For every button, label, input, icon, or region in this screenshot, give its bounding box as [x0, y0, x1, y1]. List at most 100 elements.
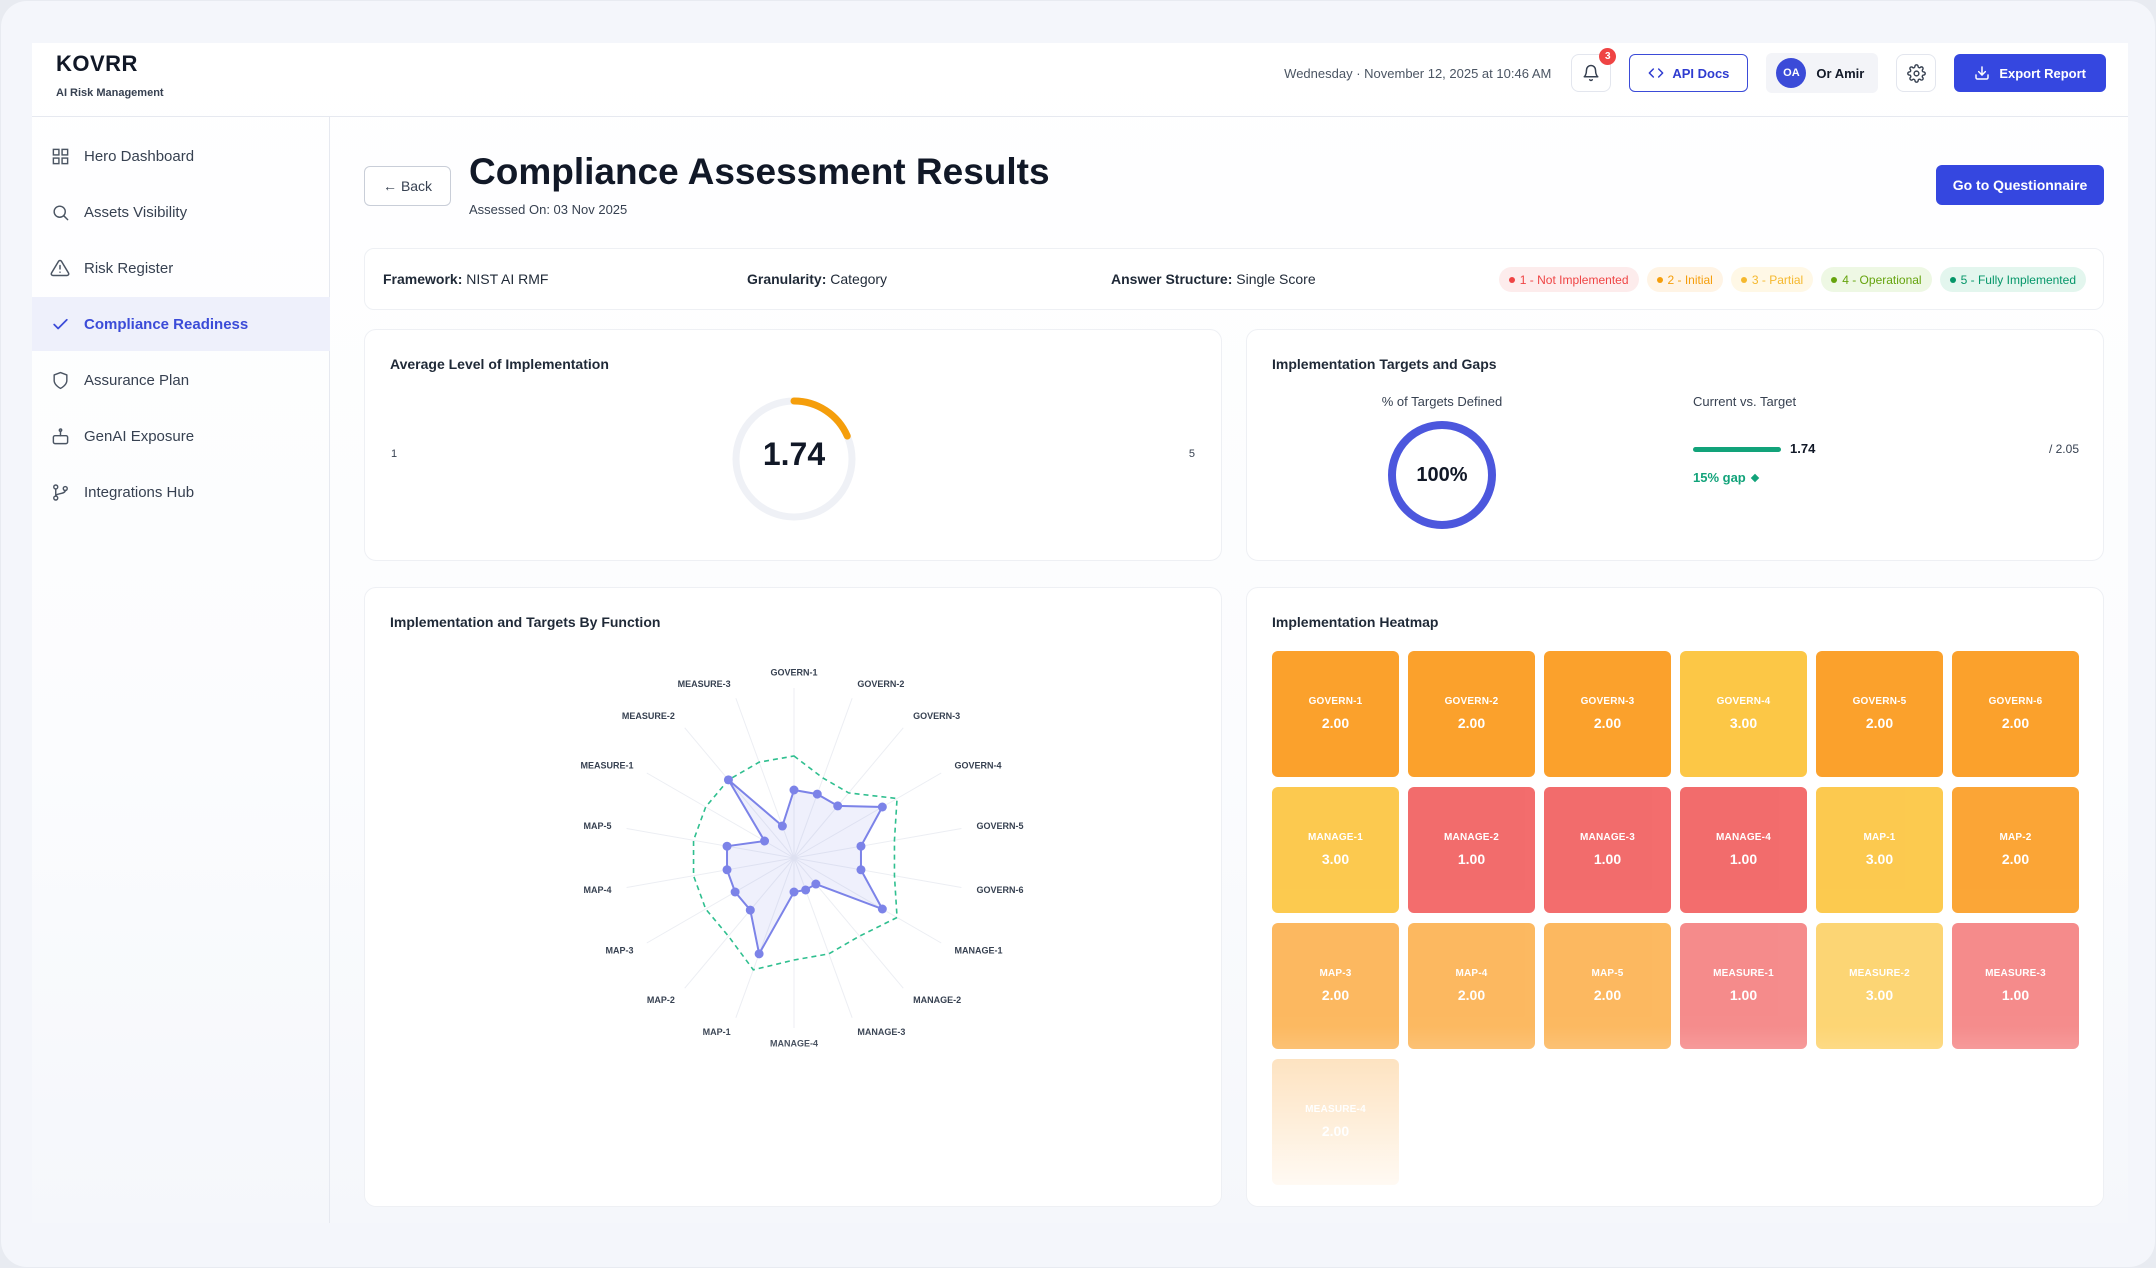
radar-spoke	[793, 857, 853, 1018]
heatmap-cell[interactable]: MANAGE-3 1.00	[1544, 787, 1671, 913]
current-series-point	[877, 904, 887, 914]
radar-spoke	[684, 727, 795, 859]
gap-indicator: 15% gap	[1693, 470, 1759, 485]
radar-axis-label: MAP-1	[703, 1027, 731, 1037]
radar-spoke	[626, 827, 795, 859]
current-series-point	[730, 887, 740, 897]
gap-label: 15% gap	[1693, 470, 1746, 485]
brand[interactable]: KOVRR AI Risk Management	[56, 51, 164, 99]
user-name: Or Amir	[1816, 65, 1865, 81]
heatmap-cell[interactable]: MANAGE-1 3.00	[1272, 787, 1399, 913]
legend-pill: 3 - Partial	[1730, 267, 1814, 292]
sidebar-item-label: Assets Visibility	[84, 203, 188, 221]
go-to-questionnaire-button[interactable]: Go to Questionnaire	[1936, 165, 2104, 205]
heatmap-cell-label: MAP-3	[1319, 968, 1352, 979]
main-content: ← Back Compliance Assessment Results Ass…	[331, 117, 2128, 1223]
legend-label: 4 - Operational	[1842, 272, 1922, 287]
heatmap-cell[interactable]: GOVERN-2 2.00	[1408, 651, 1535, 777]
sidebar-item-genai-exposure[interactable]: GenAI Exposure	[32, 409, 330, 463]
heatmap-cell[interactable]: GOVERN-1 2.00	[1272, 651, 1399, 777]
heatmap-cell[interactable]: MEASURE-4 2.00	[1272, 1059, 1399, 1185]
heatmap-cell[interactable]: MANAGE-4 1.00	[1680, 787, 1807, 913]
radar-spoke	[735, 698, 795, 859]
heatmap-cell[interactable]: MEASURE-1 1.00	[1680, 923, 1807, 1049]
current-series-point	[722, 865, 732, 875]
progress-track	[1693, 447, 2053, 452]
heatmap-cell[interactable]: GOVERN-6 2.00	[1952, 651, 2079, 777]
heatmap-cell-value: 2.00	[1593, 715, 1622, 731]
heatmap-cell-value: 3.00	[1865, 851, 1894, 867]
heatmap-cell[interactable]: MAP-2 2.00	[1952, 787, 2079, 913]
app-root: KOVRR AI Risk Management Wednesday · Nov…	[32, 43, 2128, 1223]
sidebar-item-integrations-hub[interactable]: Integrations Hub	[32, 465, 330, 519]
heatmap-cell[interactable]: GOVERN-3 2.00	[1544, 651, 1671, 777]
card-title: Implementation Targets and Gaps	[1272, 356, 1497, 372]
radar-spoke	[646, 772, 795, 859]
current-series-point	[754, 949, 764, 959]
radar-spoke	[626, 857, 795, 889]
legend-dot	[1949, 276, 1956, 283]
avatar: OA	[1776, 58, 1807, 88]
brand-subtitle: AI Risk Management	[56, 87, 164, 99]
radar-axis-label: MANAGE-2	[913, 995, 961, 1005]
sidebar-item-assets-visibility[interactable]: Assets Visibility	[32, 185, 330, 239]
warning-icon	[50, 258, 70, 278]
heatmap-cell[interactable]: MANAGE-2 1.00	[1408, 787, 1535, 913]
legend-pill: 5 - Fully Implemented	[1939, 267, 2086, 292]
heatmap-cell-label: MEASURE-4	[1305, 1104, 1366, 1115]
radar-axis-label: MEASURE-2	[622, 711, 675, 721]
current-series-point	[856, 841, 866, 851]
heatmap-cell-value: 2.00	[1457, 715, 1486, 731]
legend-label: 5 - Fully Implemented	[1960, 272, 2076, 287]
user-menu[interactable]: OA Or Amir	[1766, 53, 1879, 93]
heatmap-cell-label: MEASURE-2	[1849, 968, 1910, 979]
page-title: Compliance Assessment Results	[469, 151, 1050, 192]
heatmap-cell[interactable]: GOVERN-4 3.00	[1680, 651, 1807, 777]
radar-spoke	[793, 857, 962, 889]
heatmap-cell[interactable]: MEASURE-2 3.00	[1816, 923, 1943, 1049]
heatmap-cell[interactable]: GOVERN-5 2.00	[1816, 651, 1943, 777]
heatmap-cell[interactable]: MAP-5 2.00	[1544, 923, 1671, 1049]
export-report-button[interactable]: Export Report	[1954, 54, 2106, 92]
heatmap-cell-label: GOVERN-4	[1716, 696, 1771, 707]
heatmap-cell[interactable]: MAP-3 2.00	[1272, 923, 1399, 1049]
radar-axis-label: GOVERN-4	[954, 760, 1001, 770]
radar-spoke	[793, 857, 904, 989]
current-series-point	[812, 789, 822, 799]
notifications-button[interactable]: 3	[1571, 48, 1617, 92]
current-value: 1.74	[1790, 441, 1816, 456]
radar-axis-label: GOVERN-6	[976, 885, 1023, 895]
diamond-icon	[1750, 473, 1759, 482]
api-docs-button[interactable]: API Docs	[1629, 54, 1749, 92]
shield-icon	[50, 370, 70, 390]
heatmap-cell-value: 2.00	[1321, 987, 1350, 1003]
radar-axis-label: MANAGE-3	[857, 1027, 905, 1037]
sidebar-item-risk-register[interactable]: Risk Register	[32, 241, 330, 295]
legend-label: 3 - Partial	[1751, 272, 1804, 287]
sidebar-item-compliance-readiness[interactable]: Compliance Readiness	[32, 297, 330, 351]
radar-spoke	[793, 772, 942, 859]
heatmap-cell-value: 3.00	[1865, 987, 1894, 1003]
radar-spoke	[646, 857, 795, 944]
legend-pill: 4 - Operational	[1821, 267, 1932, 292]
sidebar-item-hero-dashboard[interactable]: Hero Dashboard	[32, 129, 330, 183]
back-button[interactable]: ← Back	[364, 166, 451, 206]
current-series-point	[722, 841, 732, 851]
settings-button[interactable]	[1896, 54, 1937, 92]
heatmap-cell[interactable]: MAP-4 2.00	[1408, 923, 1535, 1049]
heatmap-cell[interactable]: MEASURE-3 1.00	[1952, 923, 2079, 1049]
gear-icon	[1906, 63, 1926, 83]
sidebar-item-assurance-plan[interactable]: Assurance Plan	[32, 353, 330, 407]
branch-icon	[50, 482, 70, 502]
radar-axis-label: MEASURE-3	[678, 679, 731, 689]
heatmap-cell-value: 1.00	[1457, 851, 1486, 867]
ring-fill	[1388, 421, 1496, 529]
sidebar-item-label: Risk Register	[84, 259, 174, 277]
back-label: Back	[400, 178, 433, 194]
heatmap-cell-label: MAP-1	[1863, 832, 1896, 843]
heatmap-cell-label: MEASURE-3	[1985, 968, 2046, 979]
heatmap-cell[interactable]: MAP-1 3.00	[1816, 787, 1943, 913]
heatmap-cell-value: 1.00	[1593, 851, 1622, 867]
score-legend: 1 - Not Implemented 2 - Initial 3 - Partia…	[1498, 267, 2086, 292]
